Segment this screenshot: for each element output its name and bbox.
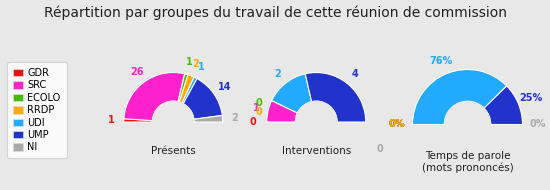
Text: 26: 26 xyxy=(130,67,144,77)
Wedge shape xyxy=(412,70,507,124)
Text: 25%: 25% xyxy=(520,93,543,103)
Text: 0%: 0% xyxy=(389,120,405,130)
Text: 0: 0 xyxy=(376,144,383,154)
Text: 0: 0 xyxy=(256,98,262,108)
Text: 2: 2 xyxy=(274,69,281,79)
Text: 4: 4 xyxy=(351,69,358,79)
Text: 1: 1 xyxy=(198,62,205,72)
Wedge shape xyxy=(267,101,298,122)
Text: 0: 0 xyxy=(256,107,262,117)
Wedge shape xyxy=(179,75,194,103)
Circle shape xyxy=(444,101,491,148)
Text: Temps de parole
(mots prononcés): Temps de parole (mots prononcés) xyxy=(422,151,513,173)
Wedge shape xyxy=(484,86,522,124)
Text: 1: 1 xyxy=(252,103,259,113)
Wedge shape xyxy=(194,116,223,122)
Text: 0%: 0% xyxy=(530,120,546,130)
Text: 0%: 0% xyxy=(389,120,405,130)
Text: Interventions: Interventions xyxy=(282,146,351,156)
Text: Présents: Présents xyxy=(151,146,196,156)
Wedge shape xyxy=(124,119,152,122)
Wedge shape xyxy=(182,77,197,104)
Wedge shape xyxy=(183,79,222,119)
Wedge shape xyxy=(305,73,366,122)
Text: 2: 2 xyxy=(232,113,238,123)
Text: 14: 14 xyxy=(217,82,231,92)
Circle shape xyxy=(295,101,337,143)
Wedge shape xyxy=(124,73,185,121)
Circle shape xyxy=(152,101,194,143)
Wedge shape xyxy=(272,74,312,113)
Text: 1: 1 xyxy=(186,57,193,67)
Legend: GDR, SRC, ECOLO, RRDP, UDI, UMP, NI: GDR, SRC, ECOLO, RRDP, UDI, UMP, NI xyxy=(7,62,67,158)
Text: 1: 1 xyxy=(108,115,115,125)
Text: 0: 0 xyxy=(250,117,256,127)
Text: 2: 2 xyxy=(192,59,199,69)
Text: 76%: 76% xyxy=(430,56,453,66)
Wedge shape xyxy=(178,74,188,102)
Text: Répartition par groupes du travail de cette réunion de commission: Répartition par groupes du travail de ce… xyxy=(43,6,507,20)
Text: 0%: 0% xyxy=(389,120,405,130)
Text: 0%: 0% xyxy=(389,120,405,130)
